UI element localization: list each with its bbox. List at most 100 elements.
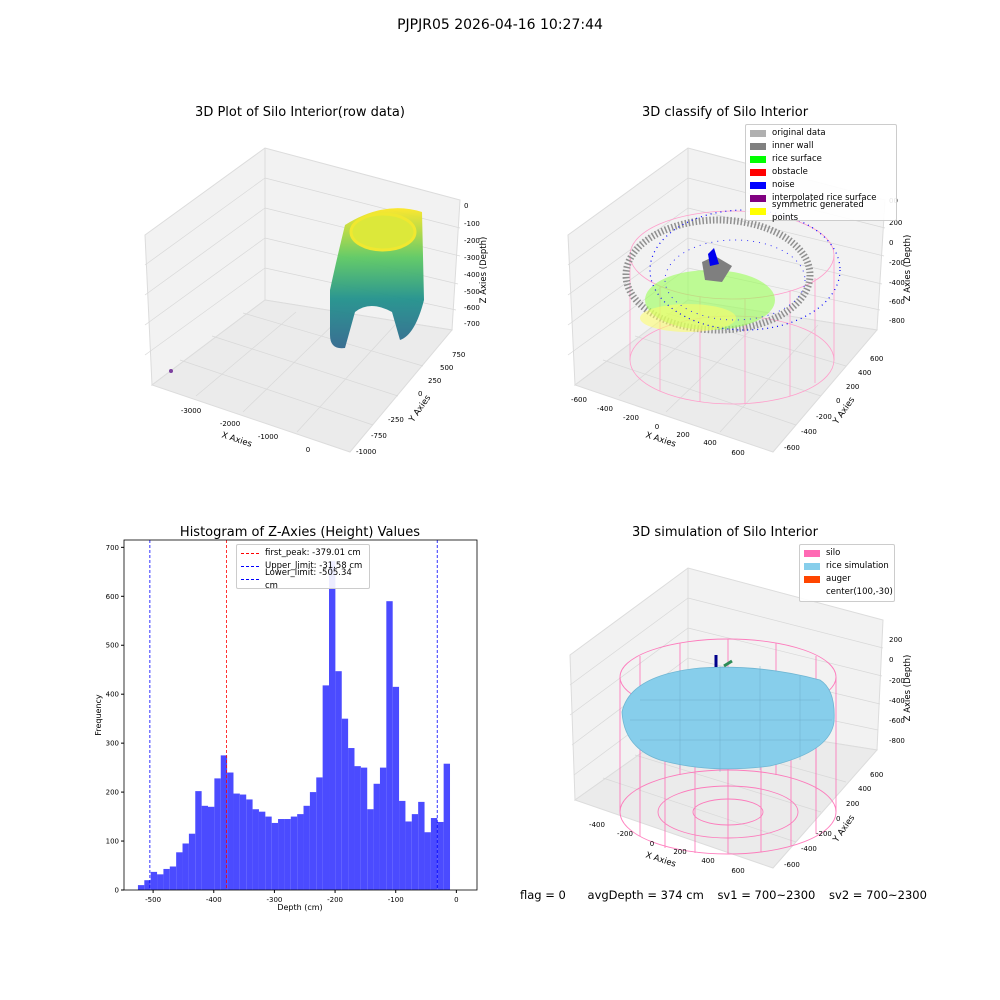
panel4-auger-tip: [723, 659, 733, 668]
histogram-bar: [418, 801, 425, 890]
panel1-xtick: -1000: [258, 433, 278, 441]
panel1-rim: [349, 212, 417, 252]
panel1-ztick: -700: [464, 320, 480, 328]
panel4-rice-surface: [621, 666, 835, 770]
panel2-silo-wireframe: [629, 210, 835, 405]
legend-label: interpolated rice surface: [772, 193, 877, 203]
panel1-ytick: -750: [371, 432, 387, 440]
avg-depth-text: avgDepth = 374 cm: [587, 888, 704, 902]
histogram-ytick-label: 600: [106, 593, 119, 601]
panel2-ytick: 0: [836, 397, 840, 405]
panel2-xtick: -400: [597, 405, 613, 413]
legend-label: Lower_limit: -505.34 cm: [265, 567, 352, 591]
panel4-xtick: 400: [701, 857, 714, 865]
histogram-bar: [316, 777, 323, 890]
panel1-title: 3D Plot of Silo Interior(row data): [195, 105, 405, 120]
panel2-xlabel: X Axies: [644, 430, 677, 449]
panel4-zlabel: Z Axies (Depth): [903, 655, 913, 722]
panel2-ztick: 200: [889, 219, 902, 227]
legend-label: silo: [826, 548, 841, 558]
panel3-xlabel: Depth (cm): [277, 903, 322, 912]
histogram-yticks: 0 100 200 300 400 500 600 700: [106, 544, 124, 895]
histogram-bar: [405, 821, 412, 890]
legend-item: noise: [750, 179, 892, 192]
histogram-xtick-label: -500: [145, 896, 161, 904]
panel4-ztick: -400: [889, 697, 905, 705]
legend-item: center(100,-30): [804, 586, 893, 599]
panel3-ylabel: Frequency: [94, 694, 103, 736]
histogram-bar: [373, 783, 380, 890]
histogram-bar: [239, 794, 247, 890]
histogram-bar: [411, 814, 419, 890]
histogram-bar: [386, 601, 393, 890]
histogram-ytick-label: 700: [106, 544, 119, 552]
histogram-bar: [379, 767, 387, 890]
panel4-ytick: 600: [870, 771, 883, 779]
panel2-ylabel: Y Axies: [831, 395, 858, 427]
panel2-inner-wall: [622, 216, 814, 334]
legend-label: Upper_limit: -31.58 cm: [265, 561, 363, 571]
histogram-bar: [195, 791, 202, 890]
panel1-ytick: 0: [418, 390, 422, 398]
panel2-xtick: 400: [703, 439, 716, 447]
legend-swatch: [750, 143, 766, 150]
histogram-bar: [169, 866, 177, 890]
panel4-ytick: -200: [816, 830, 832, 838]
panel-histogram: Histogram of Z-Axies (Height) Values -50…: [94, 525, 478, 912]
histogram-bar: [220, 755, 228, 890]
legend-line: [241, 566, 259, 567]
panel2-auger: [708, 248, 719, 266]
histogram-ytick-label: 100: [106, 838, 119, 846]
panel2-ztick: -400: [889, 279, 905, 287]
panel2-ztick: -200: [889, 259, 905, 267]
legend-item: first_peak: -379.01 cm: [241, 547, 365, 560]
histogram-bar: [144, 880, 151, 890]
panel1-ztick: -200: [464, 237, 480, 245]
legend-item: interpolated rice surface: [750, 192, 892, 205]
panel2-xtick: 200: [676, 431, 689, 439]
legend-swatch: [804, 576, 820, 583]
histogram-bar: [303, 805, 310, 890]
histogram-bar: [227, 772, 234, 890]
histogram-bar: [271, 822, 279, 890]
histogram-bar: [163, 868, 170, 890]
panel2-title: 3D classify of Silo Interior: [642, 105, 809, 120]
panel2-xtick: 0: [655, 423, 659, 431]
legend-item: Upper_limit: -31.58 cm: [241, 560, 365, 573]
panel2-symmetric-points: [640, 304, 736, 332]
panel1-ztick: -300: [464, 254, 480, 262]
legend-label: inner wall: [772, 141, 814, 151]
status-footer: flag = 0 avgDepth = 374 cm sv1 = 700~230…: [520, 888, 937, 902]
histogram-xtick-label: -400: [206, 896, 222, 904]
panel1-xlabel: X Axies: [220, 430, 253, 449]
panel4-ytick: 200: [846, 800, 859, 808]
histogram-bar: [214, 778, 221, 890]
panel2-ytick: -200: [816, 413, 832, 421]
panel4-ytick: -400: [801, 845, 817, 853]
panel4-title: 3D simulation of Silo Interior: [632, 525, 819, 540]
panel1-outlier: [169, 369, 173, 373]
legend-item: original data: [750, 127, 892, 140]
histogram-bar: [284, 819, 291, 890]
histogram-bar: [322, 685, 330, 890]
histogram-bar: [354, 766, 361, 890]
panel1-ztick: 0: [464, 202, 468, 210]
histogram-frame: [123, 539, 478, 891]
panel2-floor-pane: [573, 299, 878, 453]
histogram-bar: [329, 561, 336, 890]
legend-label: obstacle: [772, 167, 808, 177]
histogram-vlines: [149, 540, 438, 890]
panel2-legend: original data inner wall rice surface ob…: [745, 124, 897, 223]
histogram-bar: [392, 686, 400, 890]
panel4-xtick: -200: [617, 830, 633, 838]
legend-swatch: [750, 156, 766, 163]
legend-label: rice simulation: [826, 561, 889, 571]
legend-swatch: [750, 195, 766, 202]
panel1-xtick: -2000: [220, 420, 240, 428]
legend-label: original data: [772, 128, 826, 138]
panel-raw-3d: 3D Plot of Silo Interior(row data) -300 0…: [144, 105, 489, 456]
histogram-bar: [246, 799, 253, 890]
histogram-bar: [399, 800, 406, 890]
histogram-bar: [182, 843, 189, 890]
